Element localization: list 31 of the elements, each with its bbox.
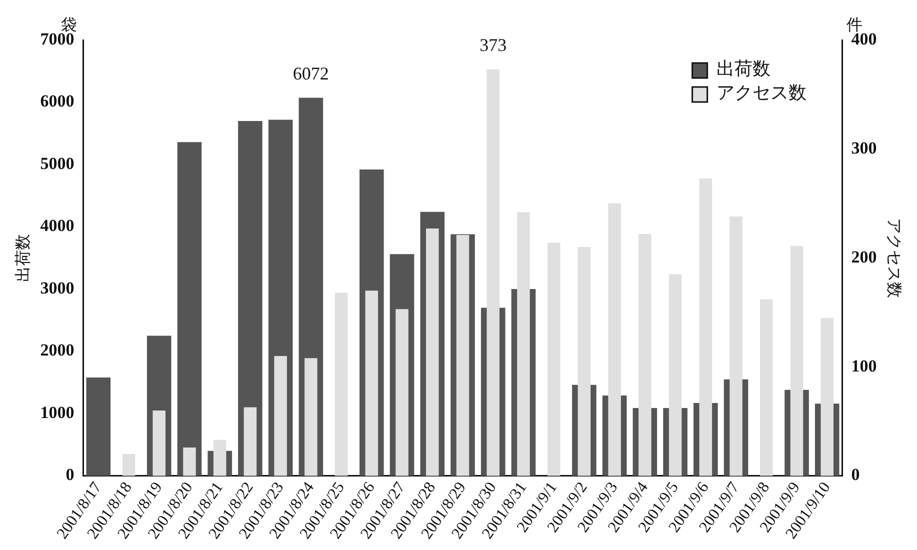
legend-label: 出荷数 [716,58,770,79]
bar [304,358,318,476]
bar [396,309,408,476]
y2-tick-label: 300 [851,138,877,158]
y2-tick-label: 100 [851,356,877,376]
y-tick-label: 3000 [40,278,74,298]
y2-tick-label: 0 [851,465,860,484]
bar [547,242,560,476]
bar [86,377,111,476]
bar [244,407,257,476]
y-tick-label: 1000 [40,402,74,422]
bar [122,454,136,476]
data-label: 373 [480,35,507,56]
y-tick-label: 2000 [40,340,74,360]
bar [274,356,287,476]
y-tick-label: 5000 [40,154,74,173]
bar [183,448,196,476]
legend-label: アクセス数 [716,82,806,103]
bar [238,120,262,476]
bar [334,292,348,476]
y-tick-label: 6000 [40,92,74,111]
y-tick-label: 4000 [40,216,74,236]
y2-axis-title: アクセス数 [885,218,902,298]
y-axis-title: 出荷数 [14,234,32,282]
y2-tick-label: 200 [851,247,877,266]
y-tick-label: 0 [66,465,74,484]
bar [365,290,378,476]
bar [760,299,773,476]
data-label: 6072 [292,64,329,84]
bar [152,410,166,476]
bar [177,142,202,476]
